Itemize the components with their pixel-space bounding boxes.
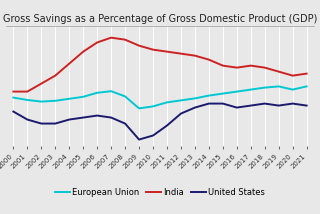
European Union [277,85,281,88]
United States [151,134,155,137]
India [165,50,169,53]
India [109,36,113,39]
European Union [221,92,225,95]
United States [207,102,211,105]
United States [249,104,253,107]
European Union [193,97,197,100]
India [12,90,15,93]
United States [12,110,15,113]
United States [193,106,197,109]
European Union [151,105,155,108]
United States [291,102,295,105]
European Union [235,90,239,93]
European Union [179,99,183,102]
India [81,50,85,53]
Line: United States: United States [13,104,307,140]
India [193,54,197,57]
United States [109,116,113,119]
European Union [305,85,308,88]
European Union [263,86,267,89]
India [291,74,295,77]
Legend: European Union, India, United States: European Union, India, United States [55,188,265,197]
United States [165,124,169,127]
India [179,52,183,55]
European Union [109,90,113,92]
United States [263,102,267,105]
India [53,74,57,77]
United States [305,104,308,107]
United States [67,118,71,121]
Line: European Union: European Union [13,86,307,108]
United States [179,112,183,115]
India [137,44,141,47]
European Union [25,99,29,101]
European Union [137,107,141,110]
European Union [291,88,295,91]
European Union [53,100,57,102]
European Union [165,101,169,104]
Title: Gross Savings as a Percentage of Gross Domestic Product (GDP): Gross Savings as a Percentage of Gross D… [3,13,317,24]
India [151,48,155,51]
United States [137,138,141,141]
United States [39,122,43,125]
India [123,38,127,41]
European Union [81,95,85,98]
India [263,66,267,69]
European Union [39,100,43,103]
India [221,64,225,67]
European Union [207,94,211,97]
India [207,58,211,61]
India [235,66,239,69]
United States [95,114,99,117]
European Union [67,98,71,100]
United States [81,116,85,119]
European Union [249,88,253,91]
India [67,62,71,65]
European Union [123,95,127,98]
United States [235,106,239,109]
India [277,70,281,73]
European Union [95,92,99,94]
United States [25,118,29,121]
United States [221,102,225,105]
India [305,72,308,75]
India [249,64,253,67]
United States [53,122,57,125]
United States [277,104,281,107]
European Union [12,96,15,99]
Line: India: India [13,38,307,92]
India [95,41,99,44]
India [25,90,29,93]
India [39,82,43,85]
United States [123,122,127,125]
